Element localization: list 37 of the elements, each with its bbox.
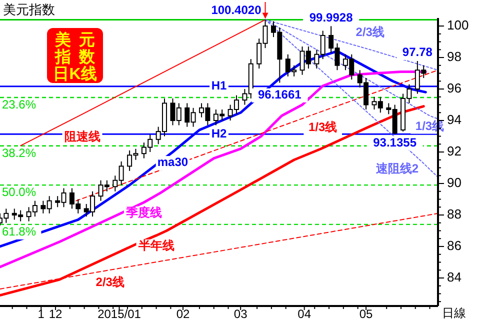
annotation: 23.6% (2, 98, 36, 112)
x-tick-label: 12 (48, 307, 63, 320)
y-tick-label: 84 (447, 269, 462, 284)
annotation: 99.9928 (309, 10, 354, 24)
y-tick-label: 98 (447, 48, 462, 64)
annotation: ma30 (157, 155, 188, 170)
annotation: 2/3线 (96, 275, 124, 290)
annotation: 季度线 (124, 206, 162, 220)
annotation: 1/3线 (308, 120, 338, 134)
y-tick-label: 96 (447, 80, 462, 96)
annotation: 97.78 (402, 45, 433, 60)
annotation: 96.1661 (258, 88, 302, 102)
annotation: 93.1355 (373, 135, 417, 150)
y-tick-label: 86 (447, 238, 462, 253)
annotation: 2/3线 (356, 24, 384, 39)
x-tick-label: 03 (234, 307, 248, 320)
text: 日線 (442, 306, 466, 320)
ref-line-label: H1 (211, 78, 227, 93)
x-tick-label: 2015/01 (98, 307, 142, 320)
y-tick-label: 100 (447, 17, 469, 32)
ref-line-label: H2 (211, 126, 227, 140)
annotation: 38.2% (2, 146, 36, 160)
annotation: 61.8% (2, 224, 36, 239)
y-tick-label: 94 (447, 112, 462, 127)
annotation: 100.4020 (211, 3, 262, 17)
x-tick-label: 1 (38, 307, 45, 320)
annotation: 半年线 (137, 238, 174, 253)
x-tick-label: 05 (359, 307, 374, 320)
x-tick-label: 04 (298, 307, 312, 320)
y-tick-label: 88 (447, 206, 462, 222)
chart-title: 美元指数 (3, 2, 55, 17)
y-tick-label: 92 (447, 143, 462, 158)
annotation: 50.0% (2, 185, 36, 200)
annotation: 阻速线 (64, 129, 100, 144)
y-tick-label: 90 (447, 174, 462, 190)
x-tick-label: 02 (176, 307, 190, 320)
annotation: 速阻线2 (374, 162, 419, 176)
